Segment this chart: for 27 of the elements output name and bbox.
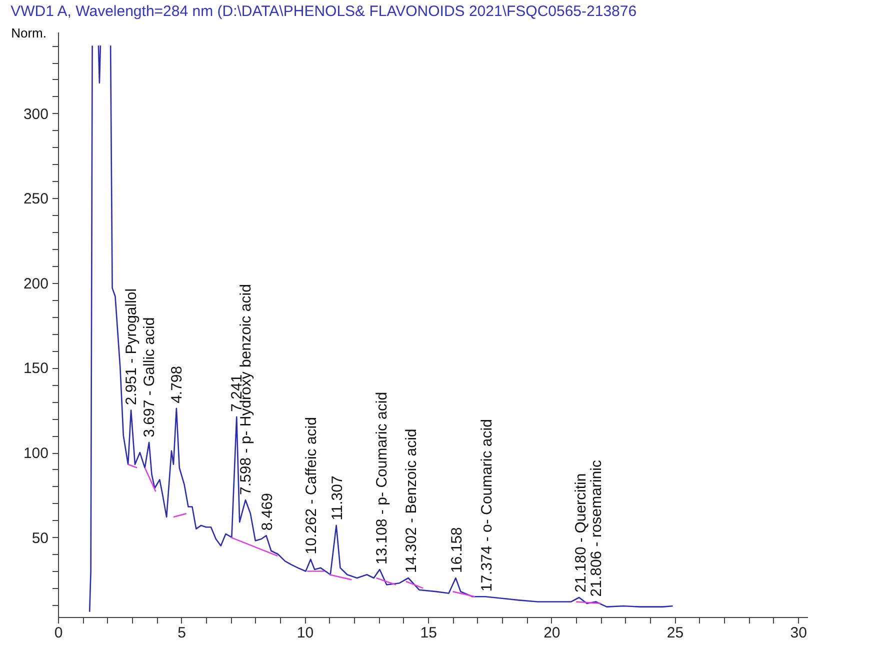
x-tick-label: 5 [178,624,186,642]
x-tick-label: 30 [790,624,807,642]
y-tick-label: 50 [32,530,48,547]
annotation: 14.302 - Benzoic acid [402,428,420,573]
y-tick-label: 200 [23,275,48,292]
annotation: 2.951 - Pyrogallol [122,288,140,406]
y-tick-label: 150 [23,360,48,378]
annotation: 16.158 [448,527,466,573]
annotation: 11.307 [328,476,346,520]
y-axis-title: Norm. [11,26,46,40]
y-tick-label: 250 [23,190,48,208]
chart-title: VWD1 A, Wavelength=284 nm (D:\DATA\PHENOLS& FLAVONOIDS 2021\FSQC0565-213876 [10,3,637,20]
annotation: 4.798 [168,366,186,404]
annotation: 8.469 [258,493,276,531]
annotation: 3.697 - Gallic acid [141,317,158,438]
annotation: 17.374 - o- Coumaric acid [478,419,496,592]
y-tick-label: 100 [23,445,48,462]
x-tick-label: 10 [296,624,314,642]
annotation: 21.180 - Quercitin [572,473,590,592]
x-tick-label: 15 [420,624,437,642]
annotation: 13.108 - p- Coumaric acid [373,392,390,565]
x-tick-label: 20 [544,624,560,642]
annotation: 21.806 - rosemarinic [588,460,605,597]
x-tick-label: 25 [666,624,684,642]
y-tick-label: 300 [23,106,48,123]
x-tick-label: 0 [54,624,63,642]
annotation: 10.262 - Caffeic acid [303,417,320,554]
